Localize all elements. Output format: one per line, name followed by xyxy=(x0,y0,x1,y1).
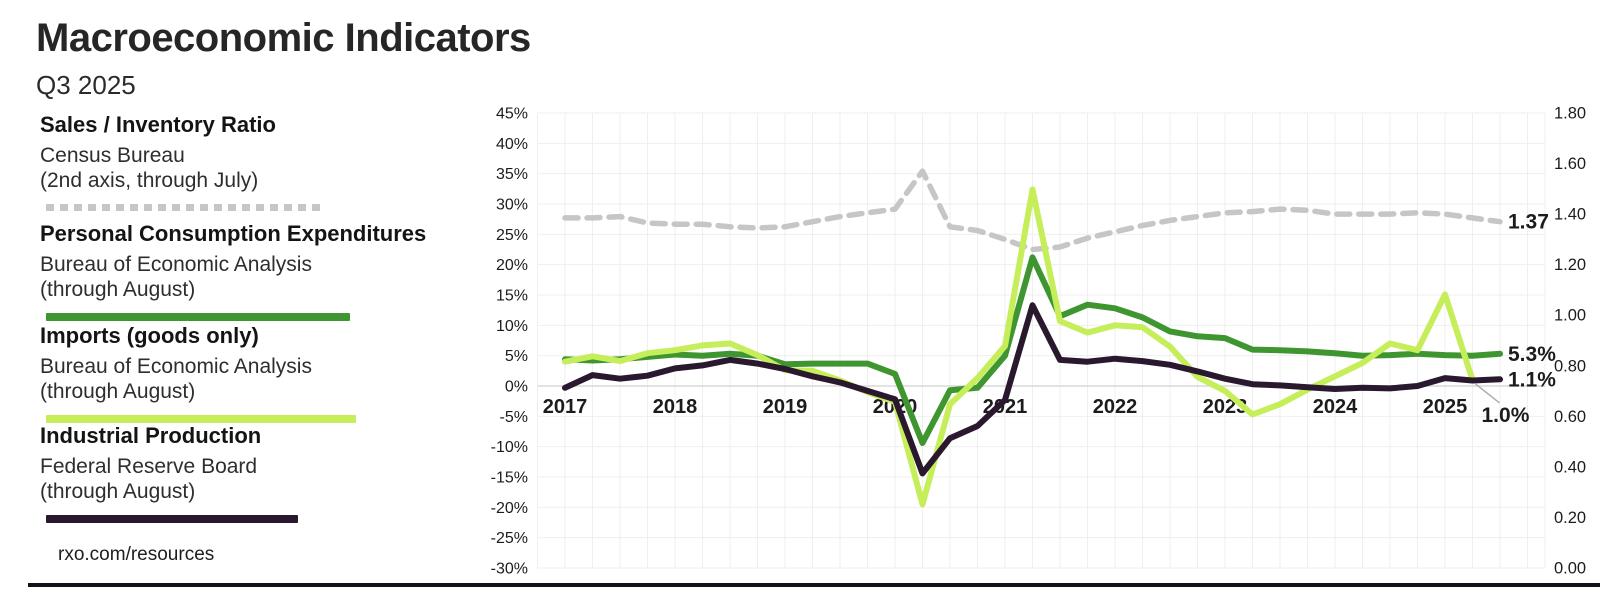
svg-text:45%: 45% xyxy=(496,106,528,123)
svg-text:2018: 2018 xyxy=(653,396,698,418)
svg-text:1.00: 1.00 xyxy=(1554,307,1586,325)
svg-text:0.00: 0.00 xyxy=(1554,560,1586,578)
svg-text:1.1%: 1.1% xyxy=(1508,368,1556,391)
svg-text:-15%: -15% xyxy=(491,470,528,487)
legend-period: (2nd axis, through July) xyxy=(40,169,259,192)
svg-text:1.0%: 1.0% xyxy=(1482,404,1530,427)
svg-text:-20%: -20% xyxy=(491,500,528,517)
svg-text:0.20: 0.20 xyxy=(1554,509,1586,527)
svg-text:15%: 15% xyxy=(496,288,528,305)
legend-item-personal-consumption-expenditures: Personal Consumption Expenditures Bureau… xyxy=(40,221,480,321)
dark-line-swatch xyxy=(46,515,298,523)
legend-item-imports-goods-only: Imports (goods only) Bureau of Economic … xyxy=(40,323,480,423)
svg-text:40%: 40% xyxy=(496,136,528,153)
svg-text:1.37: 1.37 xyxy=(1508,211,1549,234)
dashed-line-swatch xyxy=(46,204,320,211)
legend-name: Imports (goods only) xyxy=(40,323,259,348)
svg-text:-10%: -10% xyxy=(491,439,528,456)
svg-text:25%: 25% xyxy=(496,227,528,244)
svg-text:1.80: 1.80 xyxy=(1554,105,1586,123)
footer-link[interactable]: rxo.com/resources xyxy=(58,544,215,565)
svg-text:1.20: 1.20 xyxy=(1554,256,1586,274)
svg-text:5.3%: 5.3% xyxy=(1508,343,1556,366)
svg-text:2019: 2019 xyxy=(763,396,808,418)
svg-text:0.40: 0.40 xyxy=(1554,458,1586,476)
svg-text:0.80: 0.80 xyxy=(1554,357,1586,375)
svg-text:2017: 2017 xyxy=(543,396,588,418)
legend-item-sales-inventory-ratio: Sales / Inventory Ratio Census Bureau (2… xyxy=(40,112,480,211)
legend-name: Sales / Inventory Ratio xyxy=(40,112,276,137)
svg-text:2025: 2025 xyxy=(1423,396,1468,418)
legend-period: (through August) xyxy=(40,480,196,503)
svg-text:-30%: -30% xyxy=(491,561,528,578)
legend-source: Bureau of Economic Analysis xyxy=(40,355,312,378)
legend-item-industrial-production: Industrial Production Federal Reserve Bo… xyxy=(40,423,480,523)
svg-text:1.60: 1.60 xyxy=(1554,155,1586,173)
lime-line-swatch xyxy=(46,415,356,423)
legend-source: Bureau of Economic Analysis xyxy=(40,253,312,276)
svg-text:0%: 0% xyxy=(505,379,528,396)
header: Macroeconomic Indicators Q3 2025 xyxy=(36,16,531,101)
page-subtitle: Q3 2025 xyxy=(36,70,136,100)
svg-text:35%: 35% xyxy=(496,166,528,183)
svg-text:20%: 20% xyxy=(496,257,528,274)
svg-text:-25%: -25% xyxy=(491,530,528,547)
svg-text:5%: 5% xyxy=(505,348,528,365)
svg-text:30%: 30% xyxy=(496,197,528,214)
green-line-swatch xyxy=(46,313,350,321)
legend-source: Federal Reserve Board xyxy=(40,455,258,478)
legend-name: Personal Consumption Expenditures xyxy=(40,221,427,246)
svg-text:10%: 10% xyxy=(496,318,528,335)
svg-text:-5%: -5% xyxy=(500,409,528,426)
legend-period: (through August) xyxy=(40,380,196,403)
legend-period: (through August) xyxy=(40,278,196,301)
svg-text:2022: 2022 xyxy=(1093,396,1138,418)
legend-name: Industrial Production xyxy=(40,423,262,448)
legend-source: Census Bureau xyxy=(40,144,185,167)
bottom-rule xyxy=(28,583,1600,587)
page-title: Macroeconomic Indicators xyxy=(36,16,531,60)
svg-text:2024: 2024 xyxy=(1313,396,1358,418)
svg-text:0.60: 0.60 xyxy=(1554,408,1586,426)
svg-text:1.40: 1.40 xyxy=(1554,206,1586,224)
